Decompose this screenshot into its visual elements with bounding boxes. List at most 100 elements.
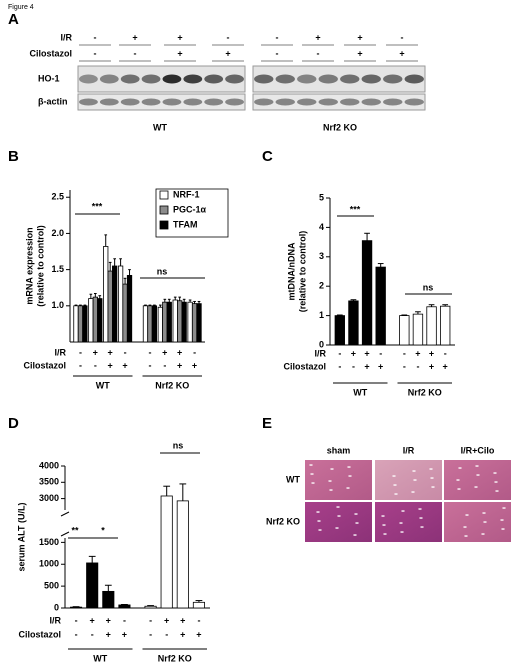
blot-band [361, 74, 381, 84]
bar [426, 306, 437, 346]
y-tick-label: 0 [54, 602, 59, 612]
condition-label: I/R [54, 347, 66, 357]
bar [117, 265, 124, 343]
histology-speck [458, 467, 462, 469]
blot-band [204, 98, 224, 106]
histology-speck [311, 482, 315, 484]
bar [144, 605, 157, 609]
histology-speck [346, 487, 350, 489]
bar [92, 296, 98, 343]
histology-speck [310, 473, 314, 475]
histology-speck [456, 479, 460, 481]
histology-speck [474, 486, 478, 488]
condition-sign: - [401, 32, 404, 42]
condition-sign: - [193, 347, 196, 357]
y-axis-label: (relative to control) [35, 225, 45, 307]
figure-label: Figure 4 [8, 4, 34, 11]
condition-sign: + [177, 360, 182, 370]
histology-speck [383, 533, 387, 535]
y-axis-label: serum ALT (U/L) [16, 502, 26, 571]
histology-speck [309, 464, 313, 466]
bar [112, 265, 118, 343]
legend-swatch [159, 190, 169, 200]
histology-image [375, 460, 442, 500]
condition-sign: + [177, 32, 182, 42]
histology-speck [329, 489, 333, 491]
blot-band [340, 98, 360, 106]
bar [157, 306, 163, 343]
histology-speck [429, 468, 433, 470]
condition-sign: - [165, 629, 168, 639]
condition-sign: + [122, 360, 127, 370]
condition-sign: - [94, 360, 97, 370]
histology-speck [430, 477, 434, 479]
histology-speck [354, 513, 358, 515]
condition-sign: + [180, 629, 185, 639]
blot-band [79, 74, 98, 84]
condition-sign: + [106, 629, 111, 639]
histology-speck [502, 507, 506, 509]
y-tick-label: 1 [319, 310, 324, 320]
histology-speck [463, 526, 467, 528]
condition-sign: - [123, 615, 126, 625]
legend-swatch [159, 205, 169, 215]
group-label: WT [96, 380, 110, 390]
significance-label: *** [350, 204, 361, 214]
condition-sign: + [192, 360, 197, 370]
bar [147, 305, 153, 343]
y-tick-label: 1.5 [51, 264, 64, 274]
histology-speck [355, 522, 359, 524]
histology-image [305, 502, 372, 542]
condition-sign: + [164, 615, 169, 625]
histology-speck [394, 493, 398, 495]
bar [176, 500, 189, 609]
condition-sign: - [75, 615, 78, 625]
histology-speck [412, 470, 416, 472]
bar [412, 313, 424, 346]
bar [107, 270, 113, 343]
blot-band [383, 98, 403, 106]
condition-sign: - [94, 48, 97, 58]
condition-sign: + [415, 348, 420, 358]
bar [334, 315, 345, 346]
histology-speck [335, 527, 339, 529]
significance-label: ns [157, 266, 168, 276]
condition-sign: + [108, 347, 113, 357]
condition-sign: + [364, 361, 369, 371]
blot-band [297, 98, 317, 106]
bar [86, 562, 99, 609]
condition-sign: - [416, 361, 419, 371]
histology-speck [475, 465, 479, 467]
bar [82, 305, 88, 343]
condition-sign: - [338, 348, 341, 358]
condition-label: I/R [49, 615, 61, 625]
condition-sign: + [162, 347, 167, 357]
histology-speck [465, 514, 469, 516]
blot-band [162, 74, 182, 84]
condition-sign: + [357, 32, 362, 42]
histology-image [444, 502, 511, 542]
blot-band [99, 98, 119, 106]
y-tick-label: 3000 [39, 493, 59, 503]
histology-speck [483, 521, 487, 523]
condition-sign: - [148, 360, 151, 370]
condition-label: Cilostazol [29, 48, 72, 58]
y-tick-label: 0 [319, 339, 324, 349]
histology-speck [336, 506, 340, 508]
y-axis-label: mRNA expression [24, 227, 34, 304]
histology-speck [494, 481, 498, 483]
condition-label: I/R [60, 32, 72, 42]
histology-speck [393, 484, 397, 486]
bar [102, 590, 115, 609]
bar [73, 305, 79, 343]
histology-speck [411, 491, 415, 493]
histology-speck [495, 490, 499, 492]
histology-speck [316, 511, 320, 513]
y-tick-label: 1000 [39, 559, 59, 569]
histology-speck [482, 512, 486, 514]
y-tick-label: 500 [44, 581, 59, 591]
blot-band [141, 98, 161, 106]
histology-speck [501, 528, 505, 530]
significance-label: ns [173, 440, 184, 450]
